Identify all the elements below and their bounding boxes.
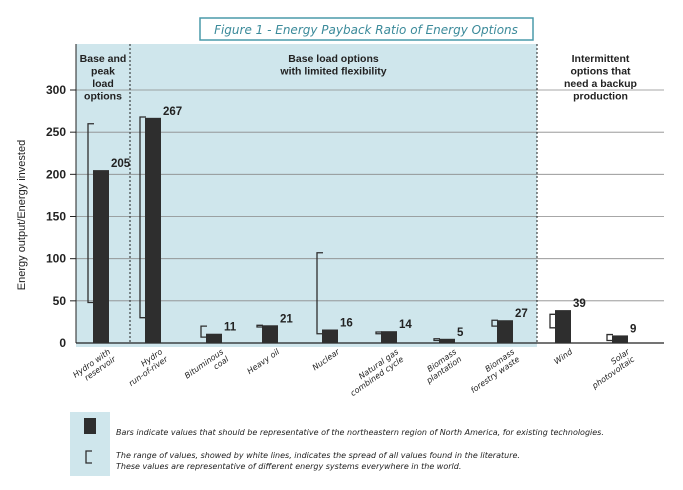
range-bracket bbox=[316, 252, 323, 335]
y-tick-label-0: 0 bbox=[59, 336, 66, 350]
data-label: 16 bbox=[340, 318, 353, 330]
data-label: 9 bbox=[630, 323, 636, 335]
bar bbox=[262, 325, 278, 343]
y-tick-label-200: 200 bbox=[46, 167, 66, 181]
range-bracket bbox=[549, 313, 556, 329]
bar bbox=[439, 338, 455, 343]
range-bracket bbox=[433, 338, 440, 342]
section-shading bbox=[76, 44, 537, 347]
bar bbox=[145, 117, 161, 343]
legend-bars-text: Bars indicate values that should be repr… bbox=[116, 428, 604, 437]
bar bbox=[381, 331, 397, 343]
section-label-0: Base and peak load options bbox=[80, 53, 127, 103]
bar bbox=[555, 310, 571, 343]
y-tick-label-300: 300 bbox=[46, 83, 66, 97]
section-label-line: need a backup bbox=[564, 78, 637, 90]
bar bbox=[322, 329, 338, 343]
title-box bbox=[199, 17, 534, 41]
bar bbox=[497, 320, 513, 343]
data-label: 11 bbox=[224, 322, 237, 334]
section-label-line: options that bbox=[570, 66, 631, 78]
y-axis-ticks: 0 50 100 150 200 250 300 bbox=[46, 83, 66, 350]
shade-base-load bbox=[130, 44, 537, 347]
legend: Bars indicate values that should be repr… bbox=[70, 412, 604, 476]
range-bracket bbox=[87, 123, 94, 304]
data-label: 205 bbox=[111, 158, 131, 170]
section-label-line: production bbox=[573, 91, 628, 103]
data-label: 39 bbox=[573, 298, 586, 310]
y-tick-label-250: 250 bbox=[46, 125, 66, 139]
range-bracket bbox=[606, 333, 613, 342]
bar bbox=[93, 170, 109, 343]
range-bracket bbox=[139, 116, 146, 319]
legend-range-text-2: These values are representative of diffe… bbox=[116, 462, 461, 471]
data-labels: 205 267 11 21 16 14 5 27 39 9 bbox=[111, 106, 636, 339]
legend-range-swatch bbox=[85, 450, 92, 464]
data-label: 14 bbox=[399, 319, 412, 331]
data-label: 21 bbox=[280, 313, 293, 325]
legend-bar-swatch bbox=[84, 418, 96, 434]
section-label-line: options bbox=[84, 91, 122, 103]
section-groups: Base and peak load options Base load options… bbox=[80, 44, 637, 343]
section-label-line: with limited flexibility bbox=[279, 66, 386, 78]
bar bbox=[206, 333, 222, 343]
bar bbox=[612, 335, 628, 343]
section-label-1: Base load options with limited flexibilit… bbox=[279, 53, 386, 78]
legend-range-text-1: The range of values, showed by white lin… bbox=[116, 451, 520, 460]
range-bracket bbox=[256, 324, 263, 328]
section-label-2: Intermittent options that need a backup pro… bbox=[564, 53, 637, 103]
section-label-line: Intermittent bbox=[572, 53, 630, 65]
range-brackets bbox=[87, 116, 613, 342]
section-label-line: Base and bbox=[80, 53, 127, 65]
section-label-line: Base load options bbox=[288, 53, 379, 65]
y-axis-label: Energy output/Energy invested bbox=[16, 140, 28, 290]
section-label-line: peak bbox=[91, 66, 115, 78]
range-bracket bbox=[491, 319, 498, 327]
bars bbox=[93, 117, 628, 343]
data-label: 5 bbox=[457, 327, 464, 339]
range-bracket bbox=[200, 325, 207, 338]
y-tick-label-100: 100 bbox=[46, 252, 66, 266]
data-label: 27 bbox=[515, 308, 528, 320]
range-bracket bbox=[375, 331, 382, 335]
data-label: 267 bbox=[163, 106, 182, 118]
y-tick-label-150: 150 bbox=[46, 210, 66, 224]
chart-title: Figure 1 - Energy Payback Ratio of Energ… bbox=[214, 23, 518, 37]
section-label-line: load bbox=[92, 78, 114, 90]
y-tick-label-50: 50 bbox=[53, 294, 67, 308]
